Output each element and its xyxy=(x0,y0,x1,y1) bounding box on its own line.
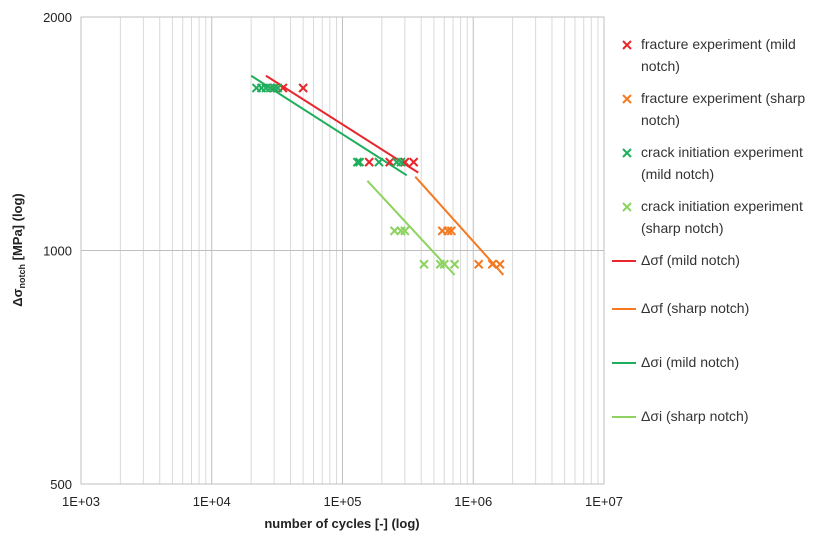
data-point-marker xyxy=(352,157,363,167)
fit-line xyxy=(366,180,456,276)
x-tick-labels: 1E+03 1E+04 1E+05 1E+06 1E+07 xyxy=(62,494,623,509)
data-point-marker xyxy=(495,259,505,269)
data-point-marker xyxy=(396,226,406,236)
legend-label: notch) xyxy=(641,58,680,74)
legend-label: Δσf (sharp notch) xyxy=(641,300,749,316)
data-point-marker xyxy=(269,83,279,93)
legend-marker xyxy=(622,40,632,50)
data-point-marker xyxy=(446,226,457,236)
y-tick-label: 1000 xyxy=(43,244,72,259)
data-point-marker xyxy=(385,157,395,167)
data-point-marker xyxy=(374,157,384,167)
y-tick-label: 500 xyxy=(50,477,72,492)
y-tick-labels: 500 1000 2000 xyxy=(43,10,72,492)
x-tick-label: 1E+06 xyxy=(454,494,492,509)
data-point-marker xyxy=(298,83,308,93)
data-point-marker xyxy=(439,259,449,269)
x-tick-label: 1E+05 xyxy=(324,494,362,509)
legend-entry: fracture experiment (mild notch) xyxy=(622,36,796,74)
x-tick-label: 1E+04 xyxy=(193,494,231,509)
legend-entry: Δσi (sharp notch) xyxy=(612,408,748,424)
legend-marker xyxy=(622,202,632,212)
y-axis-title-main: Δσ xyxy=(10,288,25,306)
data-series xyxy=(250,74,505,276)
legend-entry: Δσf (sharp notch) xyxy=(612,300,749,316)
legend-label: Δσi (mild notch) xyxy=(641,354,739,370)
fit-line xyxy=(265,74,419,174)
legend-label: (mild notch) xyxy=(641,166,714,182)
data-point-marker xyxy=(400,157,410,167)
data-point-marker xyxy=(473,259,484,269)
data-point-marker xyxy=(396,157,406,167)
data-point-marker xyxy=(435,259,446,269)
x-tick-label: 1E+07 xyxy=(585,494,623,509)
data-point-marker xyxy=(354,157,365,167)
y-axis-title-subscript: notch xyxy=(17,264,27,289)
legend-entry: Δσf (mild notch) xyxy=(612,252,740,268)
data-point-marker xyxy=(419,259,429,269)
x-axis-title: number of cycles [-] (log) xyxy=(264,516,419,531)
legend-marker xyxy=(622,148,632,158)
legend-label: fracture experiment (sharp xyxy=(641,90,805,106)
legend-label: Δσi (sharp notch) xyxy=(641,408,748,424)
legend-marker xyxy=(622,94,632,104)
legend: fracture experiment (mildnotch)fracture … xyxy=(612,36,805,424)
data-point-marker xyxy=(408,157,419,167)
x-tick-label: 1E+03 xyxy=(62,494,100,509)
data-point-marker xyxy=(487,259,498,269)
legend-label: crack initiation experiment xyxy=(641,144,803,160)
data-point-marker xyxy=(449,259,460,269)
legend-entry: fracture experiment (sharp notch) xyxy=(622,90,805,128)
data-point-marker xyxy=(400,226,410,236)
y-tick-label: 2000 xyxy=(43,10,72,25)
fit-line xyxy=(414,176,505,276)
data-point-marker xyxy=(273,83,283,93)
data-point-marker xyxy=(443,226,453,236)
legend-label: notch) xyxy=(641,112,680,128)
legend-entry: Δσi (mild notch) xyxy=(612,354,739,370)
legend-label: fracture experiment (mild xyxy=(641,36,796,52)
data-point-marker xyxy=(265,83,275,93)
y-axis-title-rest: [MPa] (log) xyxy=(10,193,25,264)
legend-label: Δσf (mild notch) xyxy=(641,252,740,268)
data-point-marker xyxy=(364,157,374,167)
y-axis-title: Δσnotch [MPa] (log) xyxy=(10,193,27,307)
legend-label: (sharp notch) xyxy=(641,220,723,236)
legend-entry: crack initiation experiment (sharp notch) xyxy=(622,198,803,236)
legend-label: crack initiation experiment xyxy=(641,198,803,214)
legend-entry: crack initiation experiment (mild notch) xyxy=(622,144,803,182)
plot-border xyxy=(80,16,605,485)
fit-line xyxy=(250,74,408,177)
